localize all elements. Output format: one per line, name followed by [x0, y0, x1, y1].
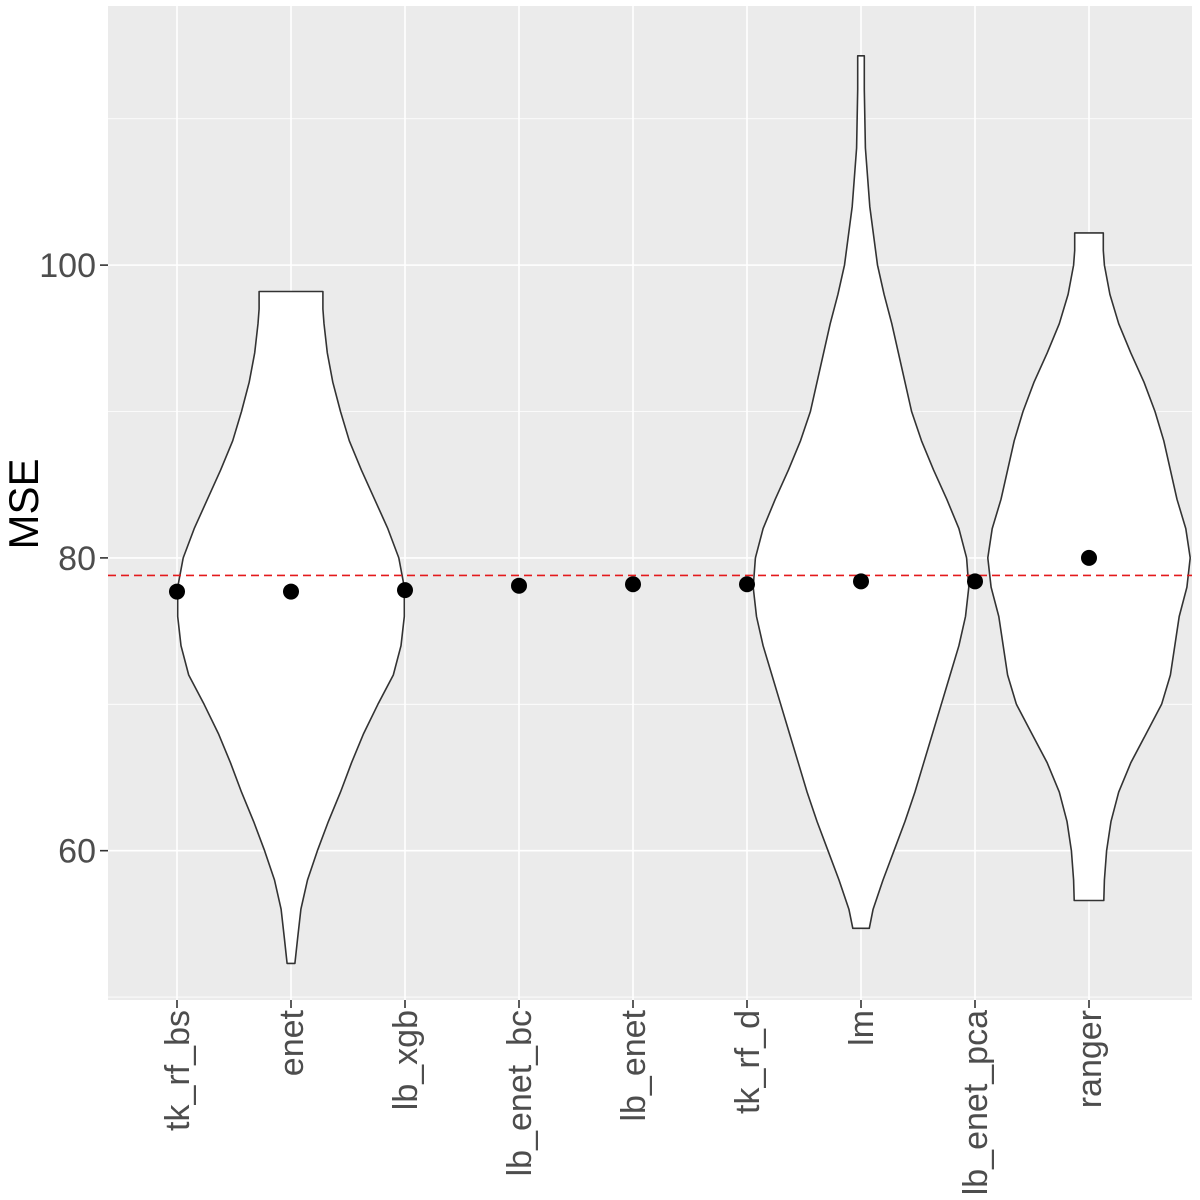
x-tick-label: lb_enet [615, 1009, 653, 1121]
point-tk_rf_bs [169, 583, 185, 600]
point-tk_rf_d [739, 576, 755, 593]
x-tick-label: tk_rf_bs [159, 1010, 197, 1131]
y-tick-label: 60 [58, 833, 96, 871]
x-tick-label: lb_xgb [387, 1010, 425, 1110]
point-lb_enet [625, 576, 641, 593]
point-lb_xgb [397, 582, 413, 599]
point-lb_enet_bc [511, 577, 527, 594]
y-tick-label: 80 [58, 540, 96, 578]
point-lm [853, 573, 869, 590]
point-lb_enet_pca [967, 573, 983, 590]
violin-lm [752, 55, 970, 930]
violin-ranger [987, 232, 1191, 902]
violin-enet [176, 290, 406, 965]
y-tick-label: 100 [39, 247, 96, 285]
y-axis-title: MSE [0, 458, 47, 549]
points [169, 549, 1097, 600]
x-tick-label: tk_rf_d [729, 1010, 767, 1114]
x-tick-label: enet [273, 1009, 311, 1076]
violins [176, 55, 1191, 965]
point-enet [283, 583, 299, 600]
x-axis: tk_rf_bs enet lb_xgb lb_enet_bc lb_enet tk_rf… [159, 1000, 1109, 1195]
x-tick-label: ranger [1071, 1010, 1109, 1108]
x-tick-label: lb_enet_bc [501, 1010, 539, 1176]
x-tick-label: lb_enet_pca [957, 1010, 995, 1195]
y-axis: 60 80 100 [39, 247, 108, 871]
point-ranger [1081, 549, 1097, 566]
x-tick-label: lm [843, 1010, 881, 1046]
